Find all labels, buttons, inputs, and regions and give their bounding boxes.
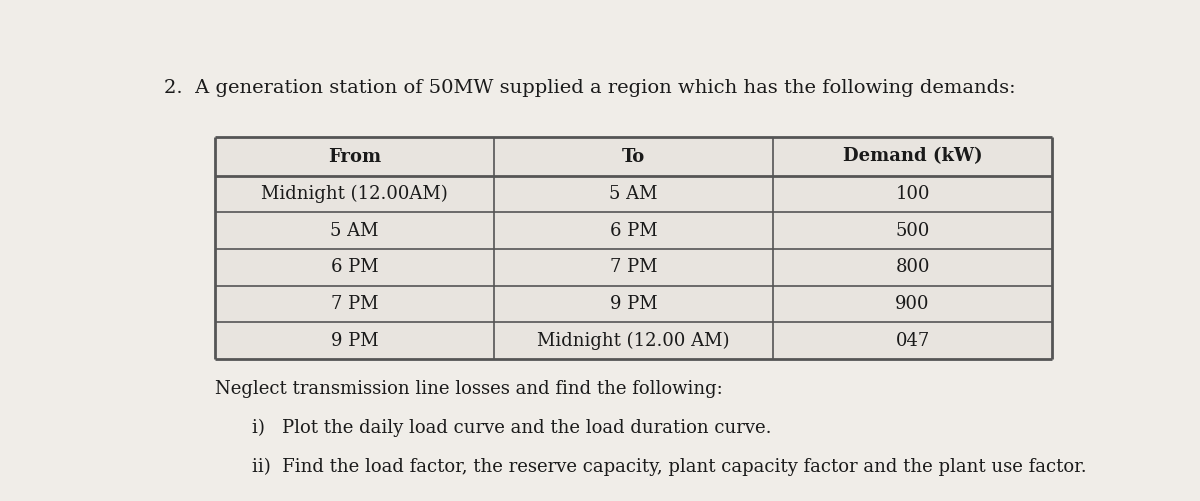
Text: 2.  A generation station of 50MW supplied a region which has the following deman: 2. A generation station of 50MW supplied… <box>164 80 1015 97</box>
Text: 7 PM: 7 PM <box>610 259 658 277</box>
Text: 6 PM: 6 PM <box>331 259 378 277</box>
Text: i)   Plot the daily load curve and the load duration curve.: i) Plot the daily load curve and the loa… <box>252 419 772 437</box>
Text: Neglect transmission line losses and find the following:: Neglect transmission line losses and fin… <box>215 380 722 398</box>
Text: Demand (kW): Demand (kW) <box>842 148 983 165</box>
Text: 500: 500 <box>895 222 930 240</box>
Text: 6 PM: 6 PM <box>610 222 658 240</box>
Text: 7 PM: 7 PM <box>331 295 378 313</box>
Text: 047: 047 <box>895 332 930 350</box>
Text: 800: 800 <box>895 259 930 277</box>
Text: To: To <box>622 148 646 165</box>
Text: 900: 900 <box>895 295 930 313</box>
Text: Midnight (12.00 AM): Midnight (12.00 AM) <box>538 332 730 350</box>
Text: 9 PM: 9 PM <box>610 295 658 313</box>
Text: From: From <box>328 148 382 165</box>
Text: 100: 100 <box>895 185 930 203</box>
Text: 5 AM: 5 AM <box>610 185 658 203</box>
Text: 5 AM: 5 AM <box>330 222 379 240</box>
Text: ii)  Find the load factor, the reserve capacity, plant capacity factor and the p: ii) Find the load factor, the reserve ca… <box>252 457 1087 476</box>
Text: 9 PM: 9 PM <box>331 332 378 350</box>
Bar <box>215 137 1052 359</box>
Text: Midnight (12.00AM): Midnight (12.00AM) <box>262 185 448 203</box>
